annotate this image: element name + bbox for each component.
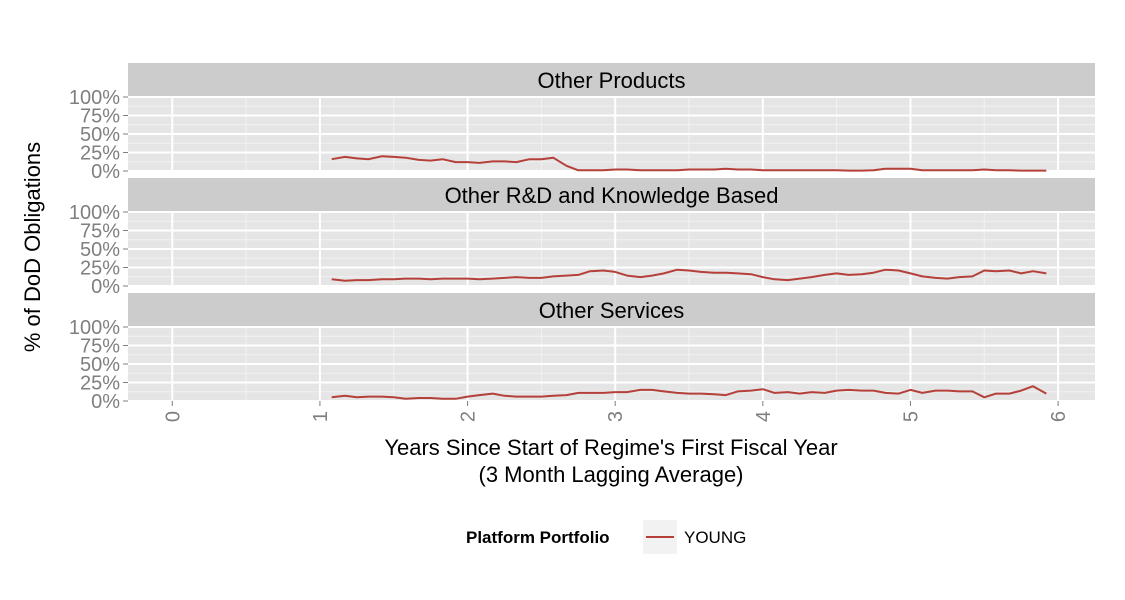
legend-label-young: YOUNG [684, 528, 746, 547]
y-tick-label: 0% [91, 276, 120, 298]
y-tick-label: 100% [69, 87, 120, 109]
y-tick-label: 50% [80, 124, 120, 146]
y-tick-label: 25% [80, 373, 120, 395]
x-axis-subtitle: (3 Month Lagging Average) [479, 462, 744, 487]
facet-strip [128, 63, 1095, 97]
x-tick-label: 4 [753, 411, 775, 422]
facet-strip [128, 293, 1095, 327]
facet-strip [128, 178, 1095, 212]
y-tick-label: 25% [80, 143, 120, 165]
facet-panel: Other R&D and Knowledge Based 0%25%50%75%… [69, 178, 1095, 298]
y-tick-label: 0% [91, 161, 120, 183]
y-tick-label: 100% [69, 202, 120, 224]
facet-panel: Other Products 0%25%50%75%100% [69, 63, 1095, 183]
legend: Platform Portfolio YOUNG [466, 520, 746, 554]
y-tick-label: 75% [80, 221, 120, 243]
y-tick-label: 75% [80, 106, 120, 128]
x-tick-label: 0 [162, 411, 184, 422]
x-axis: 0 1 2 3 4 5 6 [162, 401, 1070, 422]
y-tick-label: 75% [80, 336, 120, 358]
legend-title: Platform Portfolio [466, 528, 610, 547]
series-line-young [331, 385, 1047, 400]
series-line-young [331, 155, 1047, 172]
x-tick-label: 6 [1048, 411, 1070, 422]
y-tick-label: 25% [80, 258, 120, 280]
x-axis-title: Years Since Start of Regime's First Fisc… [384, 435, 837, 460]
y-tick-label: 0% [91, 391, 120, 413]
facet-strip-label: Other Products [538, 68, 686, 93]
x-tick-label: 2 [458, 411, 480, 422]
series-line-young [331, 268, 1047, 282]
y-tick-label: 100% [69, 317, 120, 339]
y-tick-label: 50% [80, 354, 120, 376]
facet-strip-label: Other R&D and Knowledge Based [445, 183, 779, 208]
x-tick-label: 3 [605, 411, 627, 422]
x-tick-label: 1 [310, 411, 332, 422]
facet-panel: Other Services 0%25%50%75%100% [69, 293, 1095, 413]
y-axis-title: % of DoD Obligations [20, 142, 45, 352]
y-tick-label: 50% [80, 239, 120, 261]
x-tick-label: 5 [900, 411, 922, 422]
facet-strip-label: Other Services [539, 298, 685, 323]
